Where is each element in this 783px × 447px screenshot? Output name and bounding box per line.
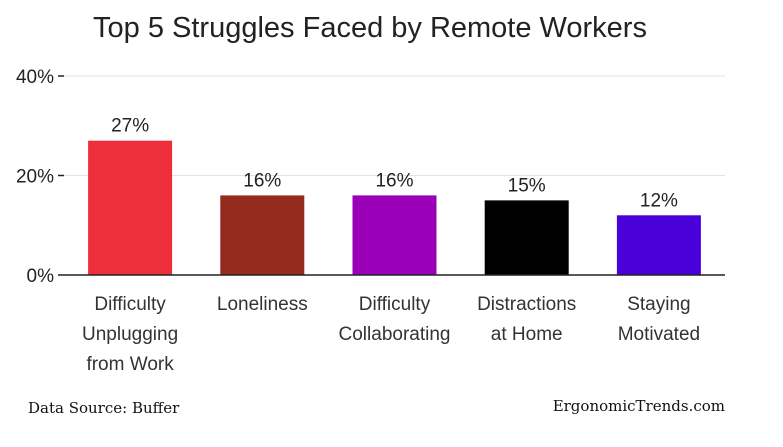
- y-tick-label: 0%: [27, 266, 55, 287]
- bar-value-label: 15%: [508, 175, 546, 196]
- x-category-label: from Work: [86, 354, 174, 375]
- bar: [88, 140, 173, 275]
- x-category-label: Staying: [627, 294, 690, 315]
- bar: [616, 215, 701, 275]
- x-category-label: Difficulty: [94, 294, 166, 315]
- y-axis-ticks: 0% 20% 40%: [16, 67, 64, 287]
- x-category-label: Distractions: [477, 294, 576, 315]
- x-category-label: at Home: [491, 324, 563, 345]
- x-category-label: Collaborating: [339, 324, 451, 345]
- bar-value-label: 16%: [375, 170, 413, 191]
- bar-value-label: 16%: [243, 170, 281, 191]
- bar-value-label: 12%: [640, 190, 678, 211]
- bar-value-label: 27%: [111, 116, 149, 137]
- bar: [352, 195, 437, 275]
- bar: [484, 200, 569, 275]
- bar: [220, 195, 305, 275]
- x-category-label: Difficulty: [359, 294, 431, 315]
- x-category-label: Motivated: [618, 324, 700, 345]
- x-category-label: Unplugging: [82, 324, 178, 345]
- x-axis-labels: Difficulty Unplugging from Work Loneliness D…: [82, 294, 700, 375]
- brand-label: ErgonomicTrends.com: [553, 397, 725, 415]
- x-category-label: Loneliness: [217, 294, 308, 315]
- chart-title: Top 5 Struggles Faced by Remote Workers: [93, 12, 647, 44]
- data-source-label: Data Source: Buffer: [28, 399, 180, 417]
- gridlines: [64, 75, 725, 176]
- bars: [88, 140, 701, 275]
- y-tick-label: 40%: [16, 67, 54, 88]
- data-labels: 27% 16% 16% 15% 12%: [111, 116, 678, 212]
- y-tick-label: 20%: [16, 167, 54, 188]
